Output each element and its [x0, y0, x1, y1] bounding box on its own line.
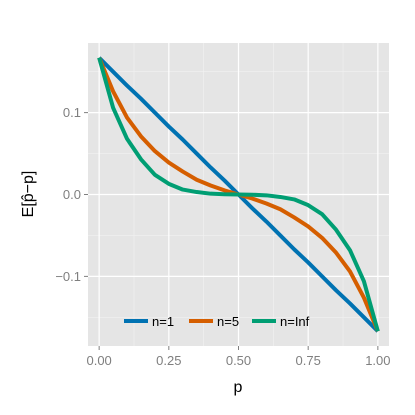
x-axis-title: p — [234, 379, 243, 396]
y-axis-title: E[p̂−p] — [20, 171, 37, 218]
legend: n=1 n=5 n=Inf — [124, 314, 310, 329]
x-tick-label: 0.00 — [86, 353, 111, 368]
y-tick-label: −0.1 — [55, 269, 81, 284]
x-tick-label: 0.25 — [156, 353, 181, 368]
y-tick-label: 0.1 — [63, 105, 81, 120]
x-tick-label: 1.00 — [365, 353, 390, 368]
series-lines — [97, 56, 380, 333]
legend-label-n=Inf: n=Inf — [280, 314, 310, 329]
y-axis-ticks: 0.1 0.0 −0.1 — [55, 105, 88, 284]
x-tick-label: 0.50 — [226, 353, 251, 368]
series-line-n=Inf — [97, 57, 380, 332]
x-tick-label: 0.75 — [296, 353, 321, 368]
legend-label-n=1: n=1 — [152, 314, 174, 329]
y-tick-label: 0.0 — [63, 187, 81, 202]
legend-label-n=5: n=5 — [217, 314, 239, 329]
x-axis-ticks: 0.00 0.25 0.50 0.75 1.00 — [86, 346, 391, 368]
